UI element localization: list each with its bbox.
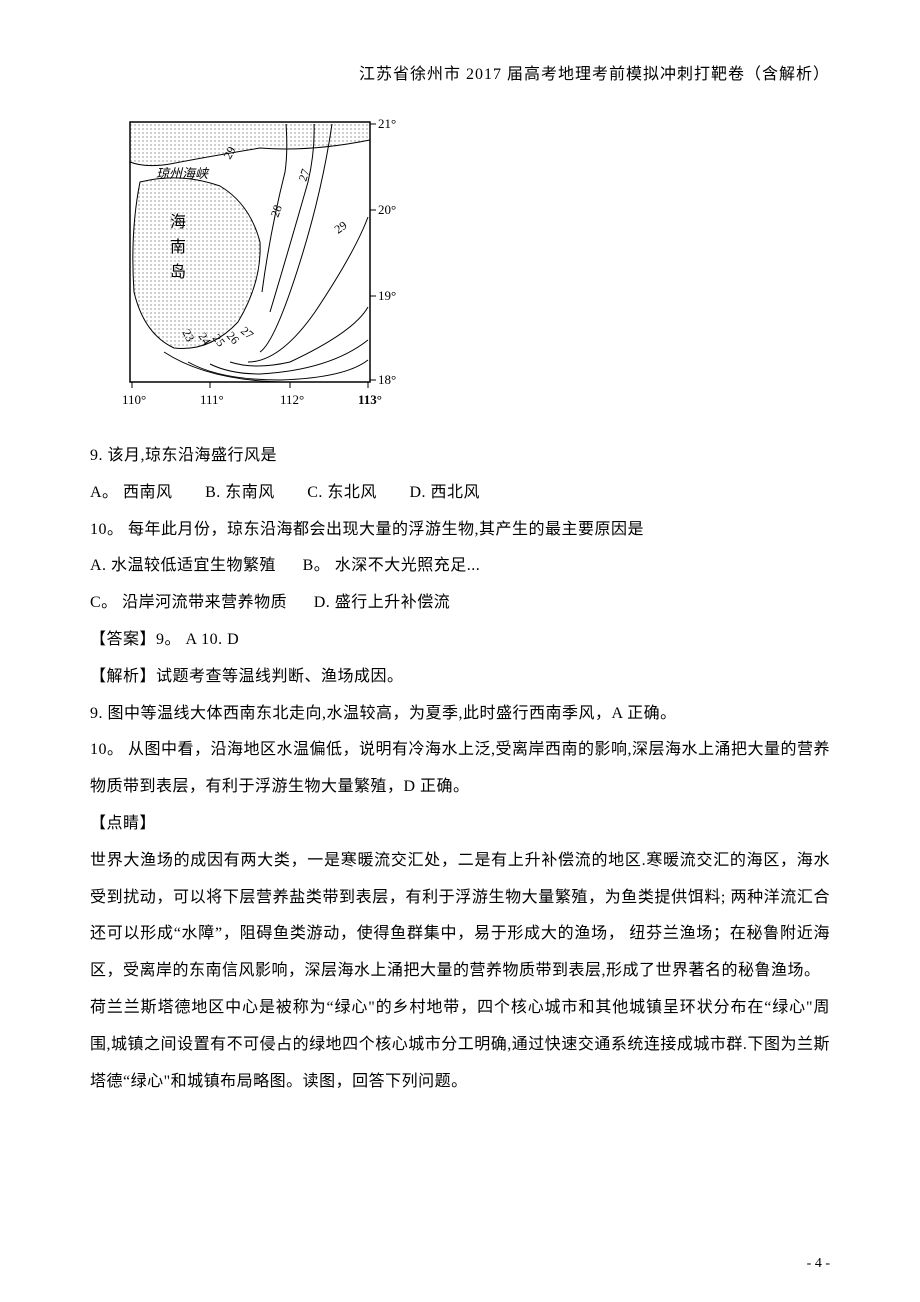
svg-text:21°: 21° [378,116,396,131]
svg-text:19°: 19° [378,288,396,303]
q10-stem: 10。 每年此月份，琼东沿海都会出现大量的浮游生物,其产生的最主要原因是 [90,512,830,549]
page-number: - 4 - [807,1256,830,1272]
next-intro: 荷兰兰斯塔德地区中心是被称为“绿心"的乡村地带，四个核心城市和其他城镇呈环状分布… [90,990,830,1100]
answer-line: 【答案】9。 A 10. D [90,622,830,659]
q9-stem: 9. 该月,琼东沿海盛行风是 [90,438,830,475]
analysis-head: 【解析】试题考查等温线判断、渔场成因。 [90,659,830,696]
svg-text:110°: 110° [122,392,146,407]
svg-text:111°: 111° [200,392,224,407]
svg-text:113°: 113° [358,392,382,407]
island-label-1: 海 [170,213,186,231]
island-label-3: 岛 [170,263,186,281]
tip-head: 【点睛】 [90,806,830,843]
svg-text:18°: 18° [378,372,396,387]
svg-text:112°: 112° [280,392,304,407]
q10-options-row1: A. 水温较低适宜生物繁殖 B。 水深不大光照充足... [90,548,830,585]
q10-options-row2: C。 沿岸河流带来营养物质 D. 盛行上升补偿流 [90,585,830,622]
map-figure: 琼州海峡 海 南 岛 29 28 27 29 27 26 25 24 23 [110,112,400,412]
island-label-2: 南 [170,238,186,256]
q9-opt-a: A。 西南风 [90,475,173,512]
page-header: 江苏省徐州市 2017 届高考地理考前模拟冲刺打靶卷（含解析） [90,60,830,84]
q9-opt-b: B. 东南风 [205,475,275,512]
q9-opt-c: C. 东北风 [307,475,377,512]
q9-options: A。 西南风 B. 东南风 C. 东北风 D. 西北风 [90,475,830,512]
analysis-10: 10。 从图中看，沿海地区水温偏低，说明有冷海水上泛,受离岸西南的影响,深层海水… [90,732,830,806]
tip-body: 世界大渔场的成因有两大类，一是寒暖流交汇处，二是有上升补偿流的地区.寒暖流交汇的… [90,843,830,990]
analysis-9: 9. 图中等温线大体西南东北走向,水温较高，为夏季,此时盛行西南季风，A 正确。 [90,696,830,733]
q10-opt-a: A. 水温较低适宜生物繁殖 [90,548,276,585]
q9-opt-d: D. 西北风 [409,475,480,512]
q10-opt-c: C。 沿岸河流带来营养物质 [90,585,287,622]
svg-text:20°: 20° [378,202,396,217]
q10-opt-d: D. 盛行上升补偿流 [314,585,451,622]
strait-label: 琼州海峡 [156,166,210,181]
q10-opt-b: B。 水深不大光照充足... [303,548,481,585]
